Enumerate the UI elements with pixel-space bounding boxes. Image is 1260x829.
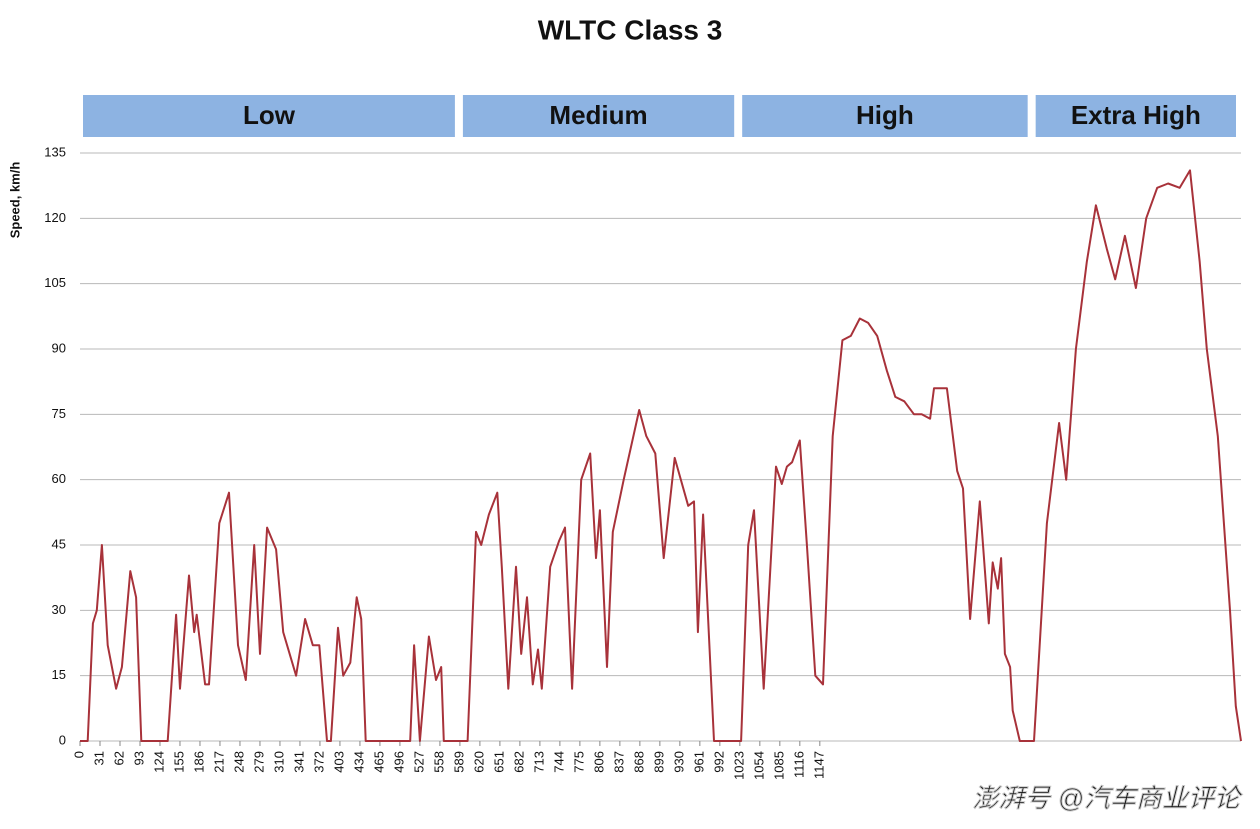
x-tick-label: 682 (511, 751, 526, 773)
phase-label: Extra High (1071, 100, 1201, 130)
x-tick-label: 527 (411, 751, 426, 773)
phase-box (83, 95, 455, 137)
y-tick-label: 45 (52, 536, 66, 551)
x-tick-label: 899 (651, 751, 666, 773)
x-tick-label: 775 (571, 751, 586, 773)
y-tick-label: 120 (44, 210, 66, 225)
x-tick-label: 589 (451, 751, 466, 773)
x-tick-label: 1023 (731, 751, 746, 780)
watermark: 澎湃号 @汽车商业评论 (972, 783, 1243, 813)
x-tick-label: 279 (251, 751, 266, 773)
y-tick-label: 15 (52, 667, 66, 682)
phase-label: Medium (549, 100, 647, 130)
x-tick-label: 961 (691, 751, 706, 773)
x-tick-label: 248 (231, 751, 246, 773)
chart-title: WLTC Class 3 (538, 14, 723, 45)
x-tick-label: 155 (171, 751, 186, 773)
y-axis-label: Speed, km/h (7, 162, 22, 239)
x-tick-label: 465 (371, 751, 386, 773)
phase-box (462, 95, 735, 137)
x-tick-label: 341 (291, 751, 306, 773)
phase-box (742, 95, 1028, 137)
y-tick-label: 60 (52, 471, 66, 486)
x-tick-label: 186 (191, 751, 206, 773)
x-tick-label: 496 (391, 751, 406, 773)
phase-box (1035, 95, 1236, 137)
x-tick-label: 124 (151, 751, 166, 773)
x-tick-label: 868 (631, 751, 646, 773)
x-tick-label: 1147 (811, 751, 826, 779)
x-tick-label: 1085 (771, 751, 786, 780)
x-tick-label: 62 (111, 751, 126, 765)
x-tick-label: 217 (211, 751, 226, 773)
speed-line (80, 169, 1242, 742)
x-tick-label: 1116 (791, 751, 806, 778)
x-tick-label: 0 (71, 751, 86, 758)
y-tick-label: 30 (52, 602, 66, 617)
x-tick-label: 713 (531, 751, 546, 773)
x-tick-label: 837 (611, 751, 626, 773)
x-tick-label: 372 (311, 751, 326, 773)
y-tick-label: 90 (52, 340, 66, 355)
y-tick-label: 75 (52, 406, 66, 421)
y-tick-label: 135 (44, 144, 66, 159)
x-tick-label: 744 (551, 751, 566, 773)
x-tick-label: 620 (471, 751, 486, 773)
x-tick-label: 434 (351, 751, 366, 773)
x-tick-label: 310 (271, 751, 286, 773)
x-tick-label: 806 (591, 751, 606, 773)
phase-label: High (856, 100, 914, 130)
x-tick-label: 992 (711, 751, 726, 773)
x-tick-label: 31 (91, 751, 106, 765)
x-tick-label: 558 (431, 751, 446, 773)
y-tick-label: 105 (44, 275, 66, 290)
x-tick-label: 651 (491, 751, 506, 773)
phase-label: Low (243, 100, 296, 130)
x-tick-label: 93 (131, 751, 146, 765)
x-tick-label: 930 (671, 751, 686, 773)
x-tick-label: 403 (331, 751, 346, 773)
y-tick-label: 0 (59, 732, 66, 747)
x-tick-label: 1054 (751, 751, 766, 780)
